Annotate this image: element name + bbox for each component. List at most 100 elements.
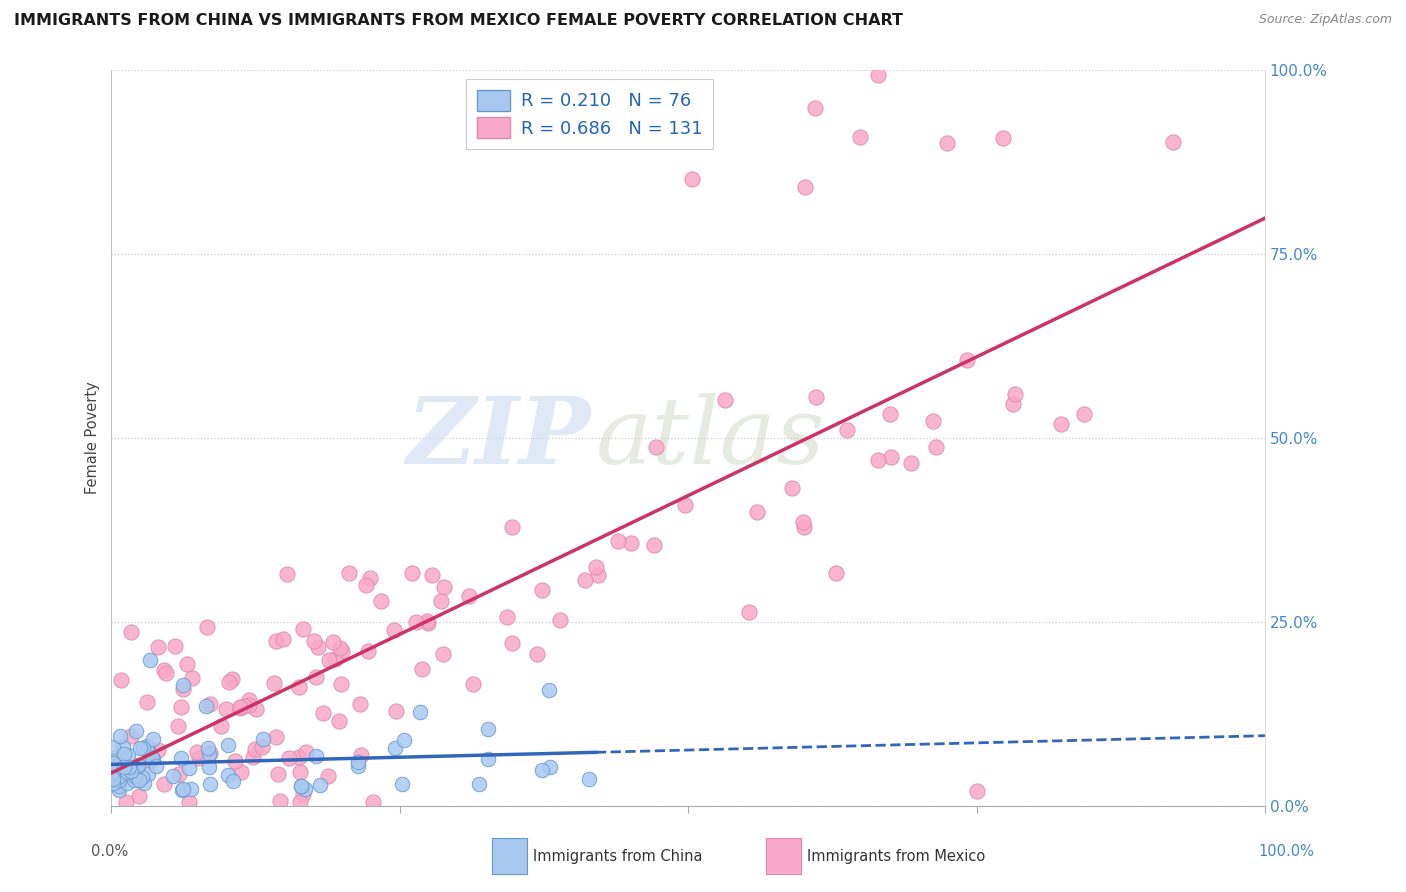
Point [501,520,523,534]
Point [134,776,156,790]
Point [467,777,489,791]
Point [167,719,190,733]
Point [112,759,135,773]
Point [290,779,312,793]
Point [103,751,125,765]
Point [138,754,160,768]
Point [322,635,344,649]
Point [578,772,600,786]
Point [128,772,150,787]
Point [477,722,499,736]
Point [127,764,149,779]
Point [120,625,142,640]
Point [673,499,696,513]
Point [110,729,132,743]
Point [806,390,828,404]
Point [245,702,267,716]
Point [382,623,405,637]
Point [141,751,163,765]
Point [349,697,371,711]
Text: IMMIGRANTS FROM CHINA VS IMMIGRANTS FROM MEXICO FEMALE POVERTY CORRELATION CHART: IMMIGRANTS FROM CHINA VS IMMIGRANTS FROM… [14,13,903,29]
Point [217,767,239,781]
Point [361,795,384,809]
Point [101,765,124,780]
Point [105,770,128,784]
Point [115,765,138,780]
Point [172,682,194,697]
Point [112,747,135,762]
Point [645,440,668,454]
Point [176,657,198,671]
Point [198,747,221,761]
Point [922,414,945,428]
Point [738,605,761,619]
Point [139,653,162,667]
Point [252,731,274,746]
Point [463,677,485,691]
Point [215,702,238,716]
Point [107,770,129,784]
Text: Immigrants from Mexico: Immigrants from Mexico [807,849,986,863]
Point [242,749,264,764]
Point [145,759,167,773]
Point [416,614,439,628]
Point [290,765,312,780]
Point [101,772,124,786]
Point [104,769,127,783]
Point [606,534,628,549]
Point [117,776,139,790]
Point [318,652,340,666]
Point [197,740,219,755]
Text: atlas: atlas [596,392,825,483]
Point [955,352,977,367]
Point [124,769,146,783]
Point [586,568,609,582]
Point [370,594,392,608]
Point [292,622,315,636]
Point [125,724,148,739]
Point [131,770,153,784]
Point [330,676,353,690]
Point [172,678,194,692]
Point [155,666,177,681]
Point [152,776,174,790]
Point [243,742,266,756]
Point [162,769,184,783]
Point [794,180,817,194]
Point [312,706,335,720]
Point [835,423,858,437]
Point [401,566,423,581]
Point [217,739,239,753]
Point [209,719,232,733]
Point [120,729,142,743]
Point [530,764,553,778]
Point [136,695,159,709]
Point [120,764,142,778]
Point [350,748,373,763]
Point [574,573,596,587]
Point [1073,407,1095,421]
Point [110,673,132,687]
Point [879,407,901,421]
Point [292,787,315,801]
Point [538,760,561,774]
Point [391,777,413,791]
Point [405,615,427,629]
Point [170,700,193,714]
Point [198,760,221,774]
Point [305,671,328,685]
Point [866,453,889,467]
Point [357,644,380,658]
Point [181,671,204,685]
Point [793,520,815,534]
Point [430,593,453,607]
Point [501,636,523,650]
Point [496,610,519,624]
Text: 0.0%: 0.0% [91,845,128,859]
Point [136,767,159,781]
Point [115,795,138,809]
Point [392,732,415,747]
Point [935,136,957,151]
Point [330,643,353,657]
Point [307,640,329,655]
